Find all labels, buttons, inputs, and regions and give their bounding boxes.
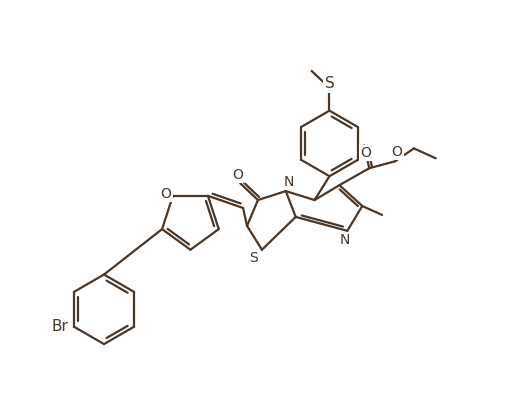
Text: N: N	[284, 175, 294, 189]
Text: O: O	[233, 168, 243, 182]
Text: S: S	[325, 76, 334, 91]
Text: S: S	[249, 251, 259, 265]
Text: O: O	[161, 187, 171, 201]
Text: O: O	[391, 145, 402, 159]
Text: N: N	[339, 233, 349, 247]
Text: O: O	[360, 146, 371, 160]
Text: Br: Br	[52, 319, 69, 334]
